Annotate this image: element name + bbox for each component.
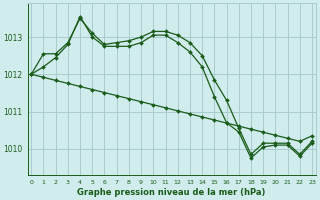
X-axis label: Graphe pression niveau de la mer (hPa): Graphe pression niveau de la mer (hPa) [77,188,266,197]
